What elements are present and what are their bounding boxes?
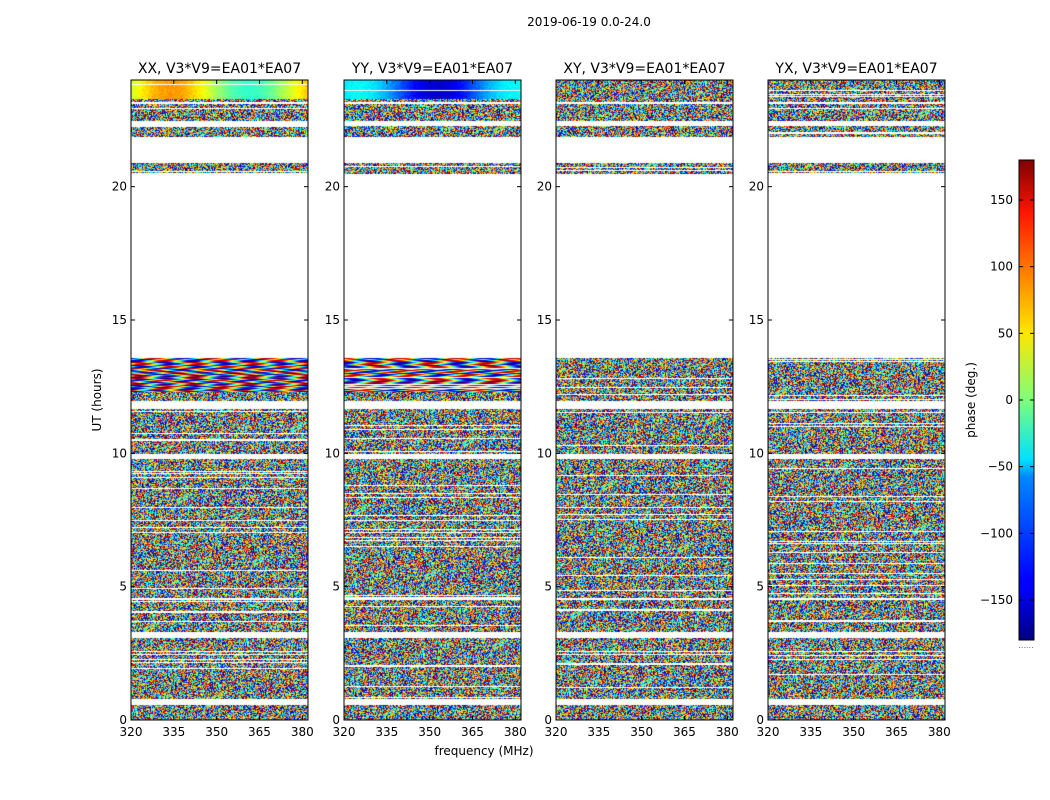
- panel-title-xx: XX, V3*V9=EA01*EA07: [138, 61, 301, 77]
- y-tick-label: 15: [537, 313, 552, 327]
- panel-title-yx: YX, V3*V9=EA01*EA07: [774, 61, 937, 77]
- x-tick-label: 365: [673, 725, 696, 739]
- colorbar-tick-label: 100: [990, 260, 1013, 274]
- y-tick-label: 5: [119, 580, 127, 594]
- heatmap-image-yy: [344, 80, 521, 720]
- y-tick-label: 5: [756, 580, 764, 594]
- colorbar-label: phase (deg.): [964, 362, 978, 438]
- x-tick-label: 335: [162, 725, 185, 739]
- x-tick-label: 335: [799, 725, 822, 739]
- colorbar-tick-label: −100: [980, 526, 1013, 540]
- y-tick-label: 0: [119, 713, 127, 727]
- panel-frame-yy: [343, 79, 522, 721]
- y-tick-label: 5: [544, 580, 552, 594]
- x-tick-label: 320: [120, 725, 143, 739]
- x-tick-label: 350: [205, 725, 228, 739]
- x-tick-label: 335: [375, 725, 398, 739]
- x-axis-label: frequency (MHz): [434, 744, 533, 758]
- y-tick-label: 0: [544, 713, 552, 727]
- y-tick-label: 20: [325, 180, 340, 194]
- figure-suptitle: 2019-06-19 0.0-24.0: [527, 15, 651, 29]
- y-tick-label: 10: [325, 446, 340, 460]
- colorbar: 150 100 50 0 −50 −100 −150 phase (deg.) ......: [964, 159, 1035, 650]
- x-tick-label: 320: [545, 725, 568, 739]
- heatmap-image-yx: [768, 80, 945, 720]
- x-tick-label: 350: [842, 725, 865, 739]
- panel-title-xy: XY, V3*V9=EA01*EA07: [563, 61, 725, 77]
- y-tick-label: 10: [537, 446, 552, 460]
- y-tick-label: 15: [112, 313, 127, 327]
- colorbar-tick-label: 150: [990, 193, 1013, 207]
- panel-title-yy: YY, V3*V9=EA01*EA07: [351, 61, 513, 77]
- y-tick-label: 0: [332, 713, 340, 727]
- x-tick-label: 350: [418, 725, 441, 739]
- x-tick-label: 365: [461, 725, 484, 739]
- heatmap-image-xx: [131, 80, 308, 720]
- colorbar-footnote: ......: [1018, 641, 1033, 650]
- x-tick-label: 365: [248, 725, 271, 739]
- y-tick-label: 20: [112, 180, 127, 194]
- panel-frame-xy: [555, 79, 734, 721]
- x-tick-label: 350: [630, 725, 653, 739]
- x-tick-label: 380: [716, 725, 739, 739]
- x-tick-label: 335: [587, 725, 610, 739]
- x-tick-label: 320: [333, 725, 356, 739]
- colorbar-tick-label: −150: [980, 593, 1013, 607]
- colorbar-tick-label: 0: [1005, 393, 1013, 407]
- x-tick-label: 380: [504, 725, 527, 739]
- y-axis-label: UT (hours): [90, 368, 104, 431]
- colorbar-tick-label: −50: [988, 460, 1013, 474]
- x-tick-label: 380: [291, 725, 314, 739]
- y-tick-label: 20: [749, 180, 764, 194]
- x-tick-label: 380: [928, 725, 951, 739]
- heatmap-image-xy: [556, 80, 733, 720]
- y-tick-label: 20: [537, 180, 552, 194]
- y-tick-label: 10: [749, 446, 764, 460]
- y-tick-label: 10: [112, 446, 127, 460]
- y-tick-label: 0: [756, 713, 764, 727]
- y-tick-label: 5: [332, 580, 340, 594]
- colorbar-tick-label: 50: [998, 326, 1013, 340]
- panel-frame-xx: [130, 79, 309, 721]
- x-tick-label: 365: [885, 725, 908, 739]
- y-tick-label: 15: [749, 313, 764, 327]
- x-tick-label: 320: [757, 725, 780, 739]
- y-tick-label: 15: [325, 313, 340, 327]
- panel-frame-yx: [767, 79, 946, 721]
